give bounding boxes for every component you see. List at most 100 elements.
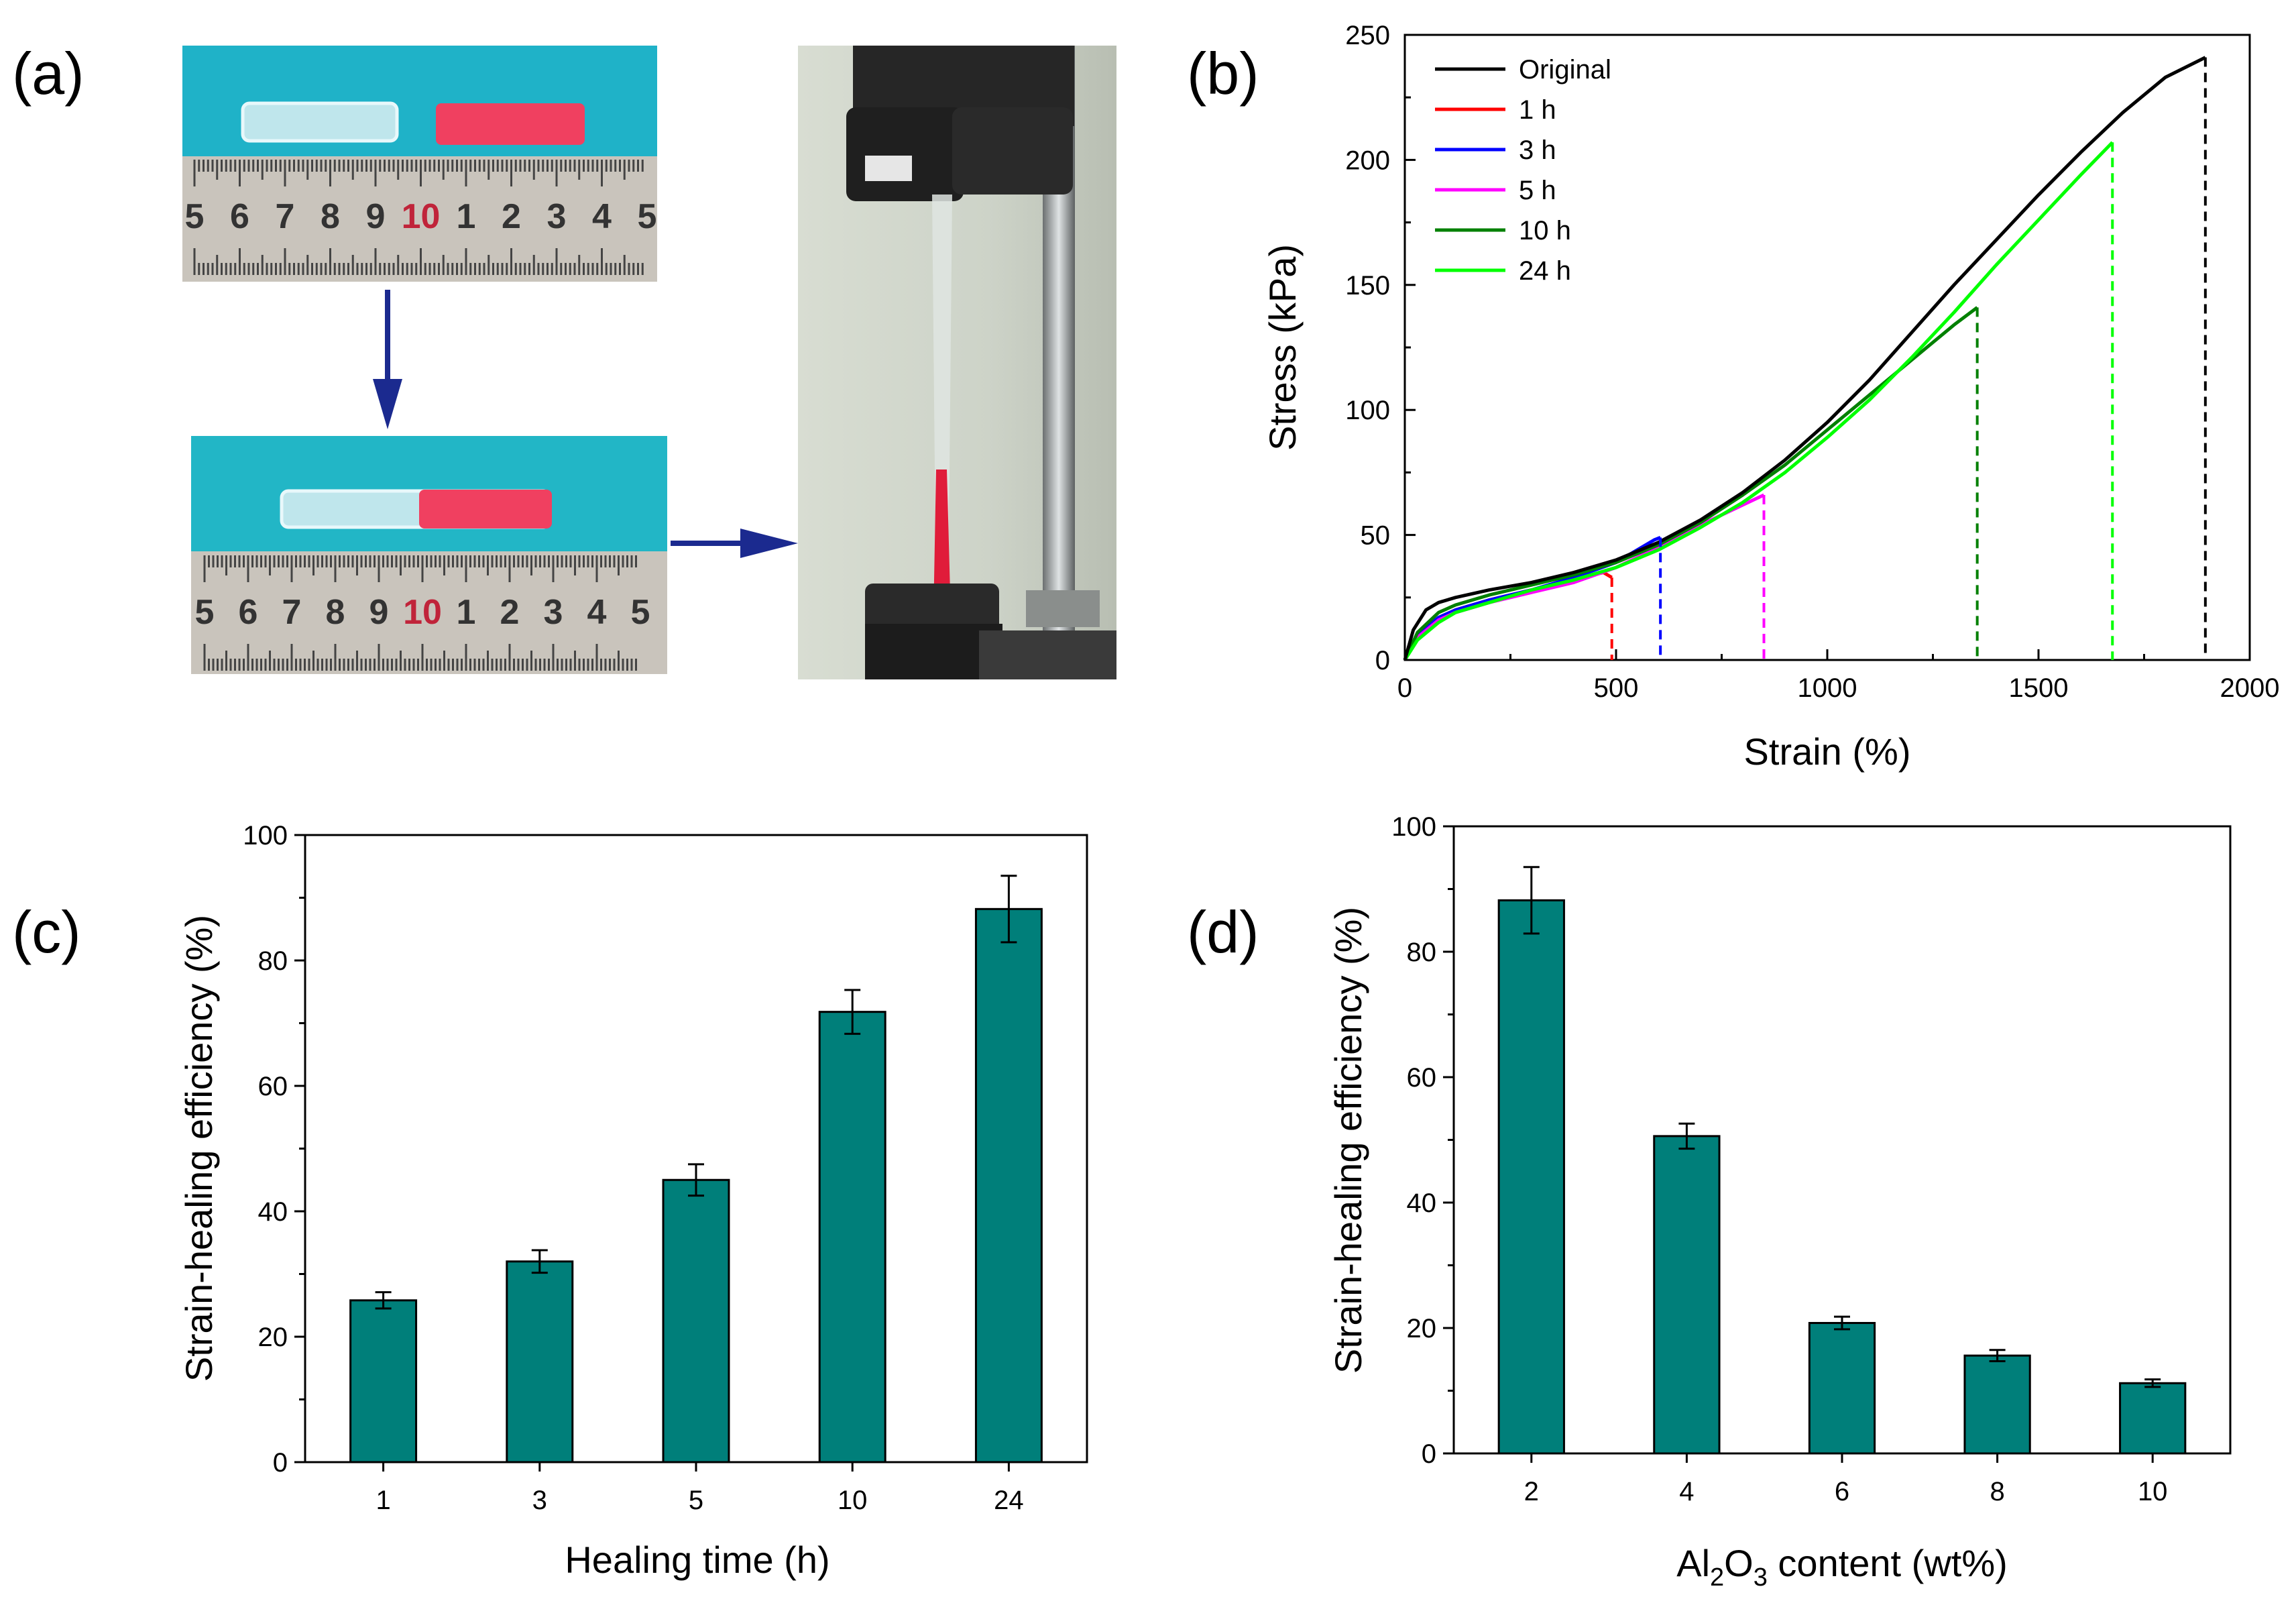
ruler-number: 6	[239, 593, 258, 632]
ruler-number: 5	[185, 197, 205, 236]
plot-frame-b	[1403, 34, 2251, 661]
y-tick-label-b: 100	[1345, 396, 1390, 425]
ruler-number: 4	[587, 593, 607, 632]
y-tick-label: 60	[1407, 1063, 1437, 1093]
x-tick-label-b: 1500	[2009, 673, 2069, 703]
legend-label: 5 h	[1519, 176, 1556, 205]
series-line-original	[1403, 56, 2206, 661]
ruler-number: 1	[457, 197, 476, 236]
ruler-number: 7	[282, 593, 302, 632]
x-tick-label-b: 0	[1397, 673, 1412, 703]
ruler-number: 8	[326, 593, 345, 632]
photo-bottom: 5 6 7 8 9 10 1 2 3 4 5	[191, 436, 667, 674]
bottom-grip	[865, 584, 999, 634]
stress-strain-chart: 0 500 1000 1500 2000 0 50 100 150 200 250 Original…	[1261, 21, 2279, 773]
legend-label: 1 h	[1519, 95, 1556, 125]
legend-label: 10 h	[1519, 216, 1571, 245]
x-tick-label-b: 1000	[1798, 673, 1857, 703]
x-tick-label: 10	[838, 1486, 868, 1515]
y-tick-label: 100	[243, 821, 288, 850]
ruler-bottom-numbers: 5 6 7 8 9 10 1 2 3 4 5	[195, 593, 650, 632]
panel-label-b: (b)	[1187, 40, 1259, 107]
arrow-down	[373, 290, 402, 429]
y-tick-label: 20	[258, 1323, 288, 1352]
y-tick-label: 20	[1407, 1314, 1437, 1343]
y-tick-label: 80	[258, 946, 288, 976]
x-axis-label-c: Healing time (h)	[565, 1539, 829, 1581]
bar-5	[662, 1178, 730, 1463]
ruler-number: 5	[631, 593, 650, 632]
x-tick-label: 3	[532, 1486, 547, 1515]
ruler-number: 3	[544, 593, 563, 632]
series-line-10-h	[1403, 306, 1979, 661]
arrow-right	[671, 529, 798, 558]
y-tick-label: 60	[258, 1072, 288, 1101]
ruler-number: 1	[457, 593, 476, 632]
bar-8	[1963, 1354, 2031, 1455]
joined-pink-part	[419, 490, 552, 529]
x-tick-label-b: 2000	[2220, 673, 2280, 703]
ruler-number: 9	[369, 593, 389, 632]
ruler-number: 3	[547, 197, 567, 236]
y-tick-label-b: 50	[1361, 521, 1391, 551]
ruler-number: 9	[366, 197, 386, 236]
ruler-number: 10	[403, 593, 442, 632]
pink-sample	[436, 103, 585, 145]
bar-24	[974, 907, 1043, 1463]
ruler-number: 2	[502, 197, 521, 236]
x-tick-label: 4	[1679, 1477, 1694, 1506]
x-axis-label-b: Strain (%)	[1744, 730, 1911, 773]
ruler-number: 10	[402, 197, 441, 236]
tensile-test-photo	[798, 46, 1116, 679]
ruler-number: 7	[276, 197, 295, 236]
y-tick-label: 100	[1391, 812, 1436, 842]
bar-10	[2119, 1382, 2187, 1455]
legend-b: Original 1 h 3 h 5 h 10 h 24 h	[1435, 55, 1611, 286]
y-tick-label-b: 150	[1345, 271, 1390, 300]
x-tick-label-b: 500	[1594, 673, 1639, 703]
bar-6	[1808, 1322, 1876, 1455]
ruler-number: 8	[321, 197, 340, 236]
legend-label: 24 h	[1519, 256, 1571, 286]
photo-top: 5 6 7 8 9 10 1 2 3 4 5	[182, 46, 657, 282]
x-tick-label: 10	[2138, 1477, 2168, 1506]
x-tick-label: 24	[994, 1486, 1024, 1515]
legend-label: 3 h	[1519, 135, 1556, 165]
y-tick-label-b: 0	[1375, 646, 1390, 675]
x-tick-label: 6	[1835, 1477, 1849, 1506]
y-tick-label-b: 200	[1345, 146, 1390, 175]
y-tick-label: 80	[1407, 938, 1437, 967]
bar-4	[1653, 1135, 1721, 1455]
y-tick-label-b: 250	[1345, 21, 1390, 50]
y-tick-label: 0	[1422, 1439, 1436, 1469]
bar-2	[1497, 899, 1565, 1455]
x-tick-label: 2	[1524, 1477, 1539, 1506]
ruler-number: 4	[592, 197, 612, 236]
panel-label-c: (c)	[12, 899, 81, 965]
ruler-number: 2	[500, 593, 520, 632]
y-tick-label: 40	[1407, 1188, 1437, 1218]
panel-label-d: (d)	[1187, 899, 1259, 965]
ruler-number: 5	[195, 593, 215, 632]
healing-time-chart: 1 3 5 10 24 0 20 40 60 80 100 Healing time (h) Str…	[178, 821, 1088, 1581]
stretched-pink-sample	[919, 469, 966, 634]
ruler-top-numbers: 5 6 7 8 9 10 1 2 3 4 5	[185, 197, 657, 236]
ruler-number: 5	[638, 197, 657, 236]
legend-label: Original	[1519, 55, 1611, 85]
bar-10	[818, 1011, 886, 1463]
x-tick-label: 1	[376, 1486, 390, 1515]
y-tick-label: 40	[258, 1197, 288, 1227]
y-axis-label-d: Strain-healing efficiency (%)	[1327, 907, 1369, 1374]
bar-1	[349, 1299, 418, 1463]
x-tick-label: 8	[1990, 1477, 2004, 1506]
y-tick-label: 0	[273, 1448, 288, 1478]
panel-label-a: (a)	[12, 40, 84, 107]
bar-3	[506, 1260, 574, 1463]
y-axis-label-b: Stress (kPa)	[1261, 244, 1304, 451]
y-axis-label-c: Strain-healing efficiency (%)	[178, 915, 220, 1382]
series-line-24-h	[1403, 141, 2114, 661]
x-tick-label: 5	[689, 1486, 703, 1515]
x-axis-label-d: Al2O3 content (wt%)	[1676, 1542, 2008, 1592]
clear-sample	[241, 101, 399, 143]
